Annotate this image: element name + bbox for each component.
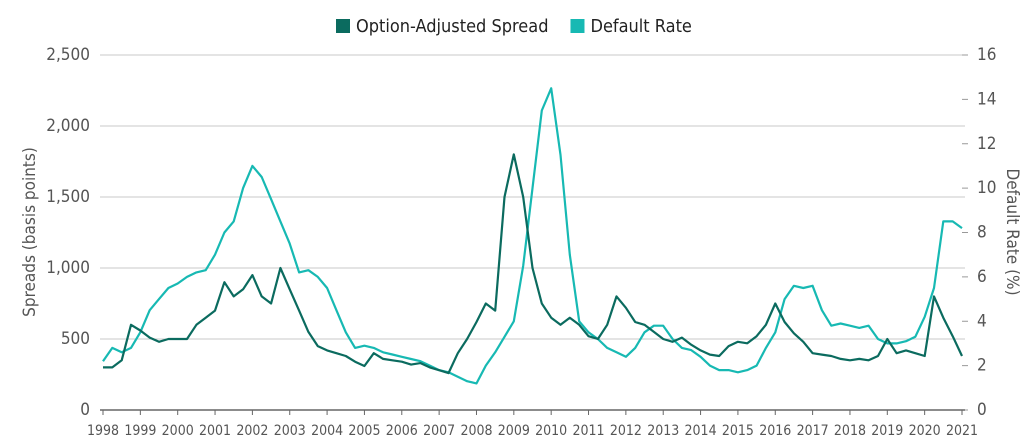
x-tick-label: 2002 [236, 423, 268, 439]
x-tick-label: 1998 [87, 423, 119, 439]
x-tick-label: 2020 [909, 423, 941, 439]
x-tick-label: 2004 [311, 423, 343, 439]
x-tick-label: 2000 [162, 423, 194, 439]
y2-tick-label: 0 [977, 400, 987, 420]
y2-tick-label: 8 [977, 223, 987, 243]
legend-label: Default Rate [590, 16, 691, 37]
y2-tick-label: 12 [977, 134, 996, 154]
x-tick-label: 2017 [797, 423, 829, 439]
x-tick-label: 2001 [199, 423, 231, 439]
x-tick-label: 2011 [572, 423, 604, 439]
x-tick-label: 2005 [348, 423, 380, 439]
y-axis-label: Spreads (basis points) [20, 147, 40, 317]
legend-label: Option-Adjusted Spread [356, 16, 548, 37]
y-tick-label: 1,000 [46, 258, 90, 278]
y-tick-label: 0 [80, 400, 90, 420]
x-tick-label: 2021 [946, 423, 978, 439]
y-tick-label: 1,500 [46, 187, 90, 207]
line-series [103, 153, 963, 375]
x-tick-label: 2006 [386, 423, 418, 439]
x-tick-label: 2016 [759, 423, 791, 439]
x-tick-label: 2019 [871, 423, 903, 439]
x-tick-label: 2010 [535, 423, 567, 439]
x-tick-label: 2015 [722, 423, 754, 439]
y2-tick-label: 2 [977, 356, 987, 376]
x-tick-label: 2007 [423, 423, 455, 439]
x-tick-label: 1999 [124, 423, 156, 439]
y2-axis-label: Default Rate (%) [1002, 168, 1022, 295]
x-tick-label: 2014 [685, 423, 717, 439]
y-tick-label: 2,500 [46, 45, 90, 65]
y2-tick-label: 6 [977, 267, 987, 287]
line-series [102, 87, 963, 385]
y2-tick-label: 4 [977, 311, 987, 331]
x-tick-label: 2003 [274, 423, 306, 439]
y2-tick-label: 10 [977, 178, 996, 198]
x-tick-label: 2008 [460, 423, 492, 439]
x-tick-label: 2013 [647, 423, 679, 439]
y2-tick-label: 14 [977, 89, 996, 109]
legend-swatch [570, 19, 585, 33]
y2-tick-label: 16 [977, 45, 996, 65]
x-tick-label: 2009 [498, 423, 530, 439]
x-tick-label: 2012 [610, 423, 642, 439]
x-tick-label: 2018 [834, 423, 866, 439]
legend-swatch [336, 19, 350, 33]
y-tick-label: 2,000 [46, 116, 90, 136]
y-tick-label: 500 [61, 329, 90, 349]
